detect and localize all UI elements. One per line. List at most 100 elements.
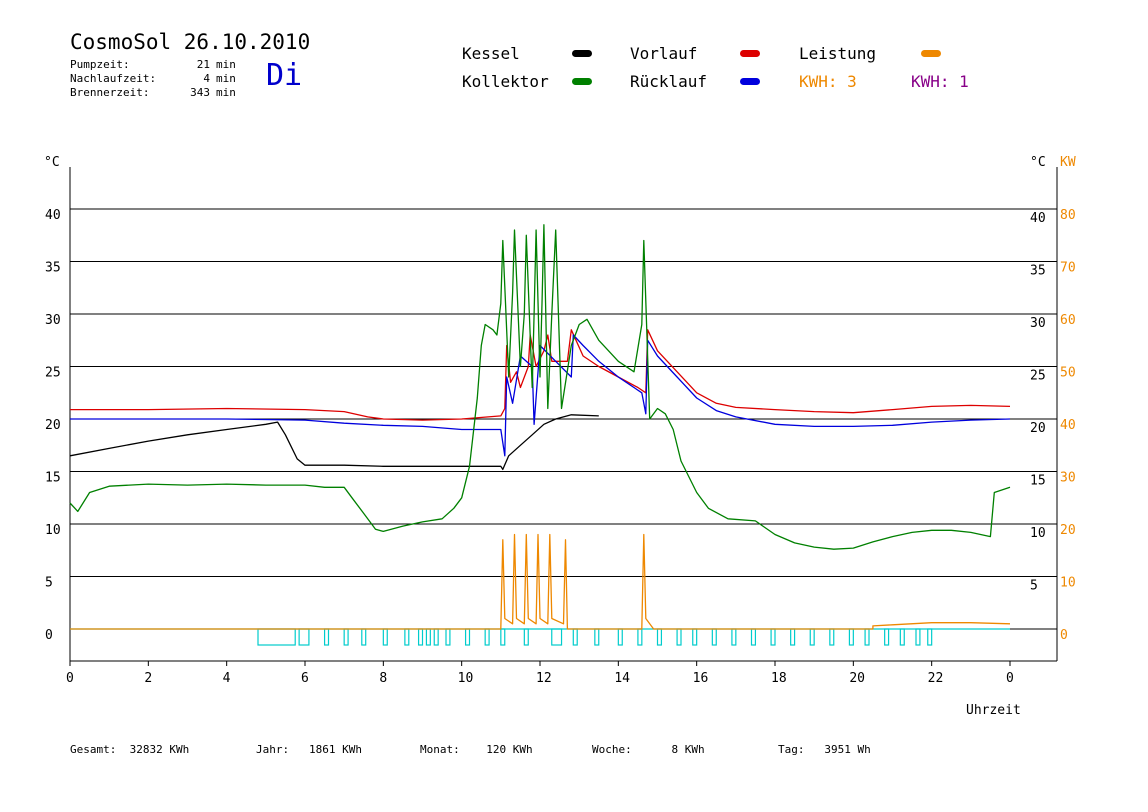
y-power-tick-label: 30 [1060, 471, 1076, 486]
x-axis-label: Uhrzeit [966, 703, 1021, 718]
y-power-tick-label: 10 [1060, 576, 1076, 591]
y-left-tick-label: 15 [45, 471, 61, 486]
legend-swatch-ruecklauf [740, 78, 760, 85]
y-power-tick-label: 0 [1060, 628, 1068, 643]
pump-pulse [572, 628, 578, 646]
legend-label-kollektor: Kollektor [462, 72, 549, 91]
pump-pulse [637, 628, 643, 646]
y-power-tick-label: 60 [1060, 313, 1076, 328]
series-kollektor [69, 224, 1011, 550]
y-right-tick-label: 40 [1030, 211, 1046, 226]
pump-pulse [425, 628, 431, 646]
pump-pulse [750, 628, 757, 646]
x-tick-label: 22 [928, 671, 944, 686]
y-right-tick-label: 30 [1030, 316, 1046, 331]
info-pumpzeit: Pumpzeit: 21 min [70, 58, 236, 71]
x-tick-label: 12 [536, 671, 552, 686]
pump-pulse [692, 628, 698, 646]
x-tick-label: 16 [693, 671, 709, 686]
legend-label-ruecklauf: Rücklauf [630, 72, 708, 91]
x-tick-label: 20 [849, 671, 865, 686]
pump-pulse [404, 628, 410, 646]
pump-pulse [484, 628, 490, 646]
y-right-tick-label: 10 [1030, 526, 1046, 541]
footer-woche: Woche: 8 KWh [592, 743, 705, 756]
pump-pulse [927, 628, 933, 646]
series-kessel [69, 414, 599, 471]
info-brennerzeit: Brennerzeit: 343 min [70, 86, 236, 99]
info-nachlaufzeit: Nachlaufzeit: 4 min [70, 72, 236, 85]
legend-kwh-leistung: KWH: 3 [799, 72, 857, 91]
y-right-unit: °C [1030, 155, 1046, 170]
x-tick-label: 14 [614, 671, 630, 686]
y-right-tick-label: 25 [1030, 369, 1046, 384]
y-right-tick-label: 35 [1030, 264, 1046, 279]
pump-pulse [809, 628, 815, 646]
y-left-tick-label: 35 [45, 261, 61, 276]
x-tick-label: 0 [66, 671, 74, 686]
pump-pulse [323, 628, 330, 646]
pump-pulse [551, 628, 563, 646]
pump-pulse [298, 628, 310, 646]
pump-pulse [711, 628, 717, 646]
pump-pulse [382, 628, 388, 646]
pump-pulse [417, 628, 424, 646]
y-left-tick-label: 25 [45, 366, 61, 381]
pump-pulse [848, 628, 854, 646]
chart-frame [69, 167, 1058, 662]
x-tick-label: 2 [144, 671, 152, 686]
y-left-tick-label: 40 [45, 208, 61, 223]
pump-pulse [594, 628, 600, 646]
y-power-tick-label: 20 [1060, 523, 1076, 538]
legend-label-kessel: Kessel [462, 44, 520, 63]
pump-pulse [790, 628, 796, 646]
pump-pulse [676, 628, 682, 646]
pump-pulse [899, 628, 905, 646]
series-rücklauf [70, 334, 1011, 457]
x-tick-label: 10 [458, 671, 474, 686]
pump-pulse [656, 628, 663, 646]
footer-jahr: Jahr: 1861 KWh [256, 743, 362, 756]
y-left-tick-label: 10 [45, 523, 61, 538]
legend-kwh-secondary: KWH: 1 [911, 72, 969, 91]
y-left-tick-label: 30 [45, 313, 61, 328]
series-leistung [70, 533, 1011, 630]
y-right-tick-label: 15 [1030, 474, 1046, 489]
y-left-tick-label: 0 [45, 628, 53, 643]
x-tick-label: 18 [771, 671, 787, 686]
y-power-tick-label: 50 [1060, 366, 1076, 381]
pump-series [70, 628, 1010, 646]
y-right-tick-label: 5 [1030, 579, 1038, 594]
pump-pulse [445, 628, 451, 646]
y-right-tick-label: 20 [1030, 421, 1046, 436]
chart-title: CosmoSol 26.10.2010 [70, 30, 311, 54]
legend-swatch-kollektor [572, 78, 592, 85]
footer-tag: Tag: 3951 Wh [778, 743, 871, 756]
legend-label-leistung: Leistung [799, 44, 877, 63]
chart-series [69, 224, 1011, 630]
pump-pulse [257, 628, 296, 646]
weekday-label: Di [266, 58, 303, 93]
footer-monat: Monat: 120 KWh [420, 743, 533, 756]
pump-pulse [915, 628, 921, 646]
x-tick-label: 4 [223, 671, 231, 686]
legend-swatch-leistung [921, 50, 941, 57]
y-power-tick-label: 70 [1060, 261, 1076, 276]
footer-gesamt: Gesamt: 32832 KWh [70, 743, 190, 756]
pump-pulse [523, 628, 529, 646]
pump-pulse [500, 628, 506, 646]
pump-pulse [433, 628, 439, 646]
y-power-tick-label: 80 [1060, 208, 1076, 223]
y-power-tick-label: 40 [1060, 418, 1076, 433]
legend-label-vorlauf: Vorlauf [630, 44, 698, 63]
y-left-tick-label: 5 [45, 576, 53, 591]
pump-pulse [617, 628, 623, 646]
x-tick-label: 6 [301, 671, 309, 686]
pump-pulse [864, 628, 870, 646]
pump-pulse [464, 628, 471, 646]
pump-pulse [361, 628, 367, 646]
legend-swatch-vorlauf [740, 50, 760, 57]
x-tick-label: 8 [379, 671, 387, 686]
legend-swatch-kessel [572, 50, 592, 57]
